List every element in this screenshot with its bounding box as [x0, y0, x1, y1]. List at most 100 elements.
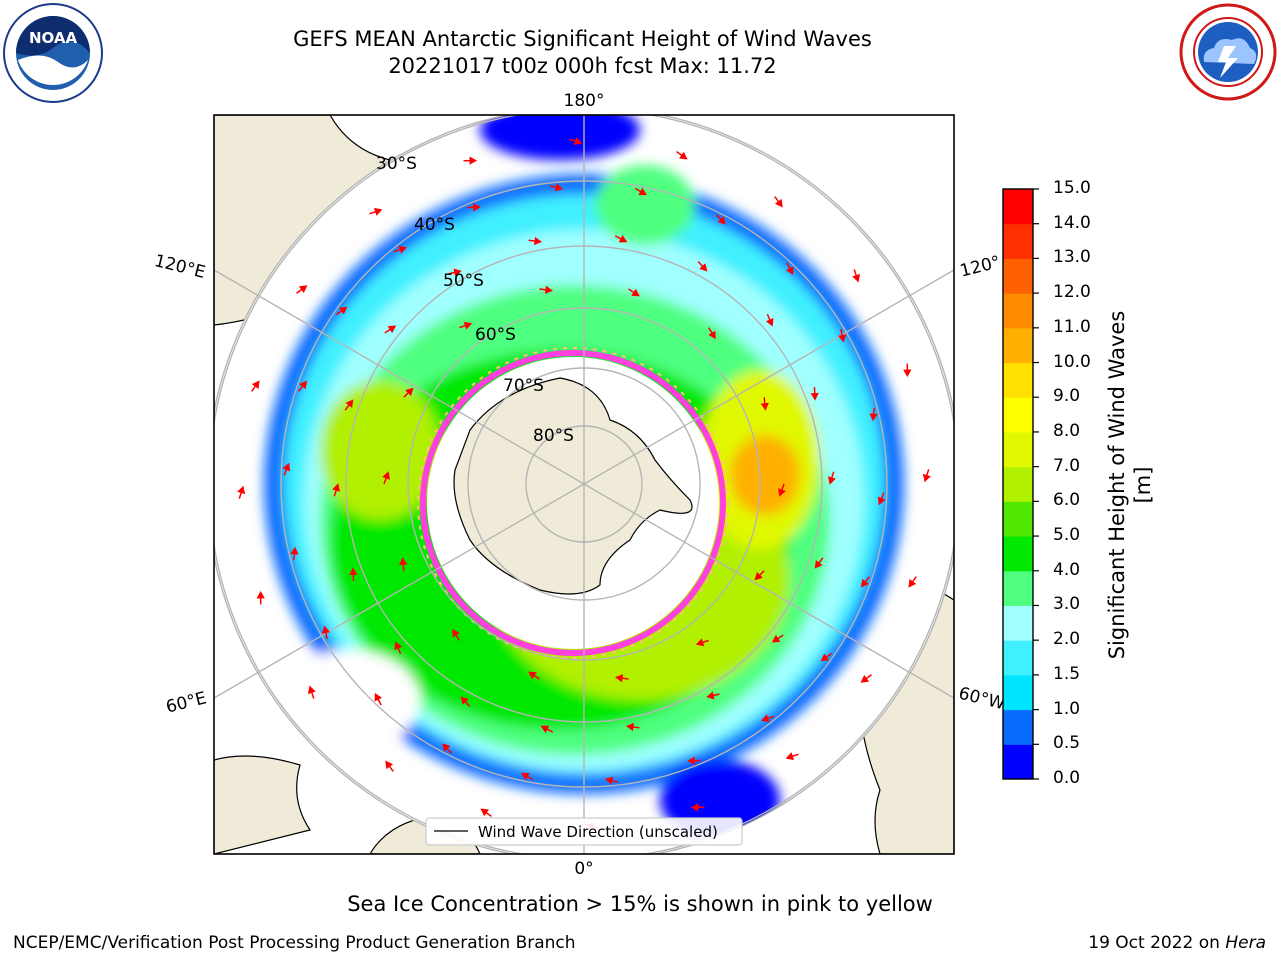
colorbar-segment — [1003, 293, 1033, 329]
wind-arrow-head — [699, 263, 708, 272]
colorbar-title: Significant Height of Wind Waves [m] — [1105, 310, 1155, 660]
lon-label-top: 180° — [564, 91, 605, 111]
wind-arrow-head — [778, 488, 786, 497]
colorbar-frame — [1002, 188, 1034, 780]
colorbar-tick-label: 15.0 — [1053, 178, 1091, 198]
colorbar-tick-label: 1.0 — [1053, 698, 1081, 719]
colorbar-tick-label: 13.0 — [1053, 247, 1091, 268]
wind-arrow-head — [373, 207, 383, 216]
wind-arrow-head — [251, 380, 260, 389]
wind-arrow-head — [528, 671, 537, 680]
map-frame — [213, 114, 955, 855]
colorbar-tick-label: 10.0 — [1053, 351, 1091, 372]
wind-arrow-head — [908, 579, 917, 588]
wind-arrow-head — [690, 803, 699, 812]
wind-arrow-head — [394, 641, 403, 650]
lon-label-right-lower: 60°W — [957, 684, 1008, 715]
wind-arrow-head — [618, 235, 628, 243]
colorbar-segment — [1003, 709, 1033, 745]
wind-arrow-head — [256, 590, 265, 599]
wind-arrow-head — [827, 476, 836, 485]
colorbar-tick-label: 0.5 — [1053, 733, 1081, 754]
graticule — [214, 115, 954, 854]
colorbar-tick-label: 0.0 — [1053, 768, 1081, 788]
wind-arrow-head — [290, 546, 299, 555]
wind-arrow-head — [573, 137, 583, 146]
lat-label-50s: 50°S — [443, 271, 484, 291]
wind-arrow-head — [706, 691, 715, 700]
colorbar-segment — [1003, 258, 1033, 294]
wind-arrow-head — [332, 483, 341, 492]
plot-subtitle: 20221017 t00z 000h fcst Max: 11.72 — [388, 54, 777, 78]
svg-text:NOAA: NOAA — [29, 29, 78, 47]
wind-arrow-head — [469, 156, 478, 165]
wind-arrow-head — [860, 578, 869, 588]
wind-arrow-head — [298, 285, 308, 294]
wind-arrow-head — [460, 696, 469, 705]
wind-arrow-head — [554, 183, 564, 192]
wind-arrow-head — [463, 321, 473, 330]
wind-arrow-head — [544, 285, 553, 294]
lon-label-left-lower: 60°E — [164, 688, 208, 717]
wind-arrow-head — [453, 268, 462, 277]
colorbar-tick-label: 5.0 — [1053, 525, 1081, 546]
wind-arrow-head — [708, 330, 716, 340]
colorbar-tick-label: 4.0 — [1053, 559, 1081, 580]
wind-arrow-head — [307, 685, 316, 695]
colorbar-segment — [1003, 640, 1033, 676]
wind-arrow-head — [869, 413, 878, 422]
colorbar-segment — [1003, 431, 1033, 468]
colorbar-segment — [1003, 189, 1033, 225]
colorbar-tick-label: 6.0 — [1053, 490, 1081, 511]
wind-arrow-head — [760, 402, 769, 411]
legend: Wind Wave Direction (unscaled) — [425, 817, 743, 846]
lat-label-80s: 80°S — [533, 426, 574, 446]
colorbar — [1003, 188, 1039, 780]
colorbar-segment — [1003, 223, 1033, 259]
wind-arrow-head — [521, 772, 530, 781]
wind-arrow-head — [695, 638, 705, 647]
colorbar-tick-label: 8.0 — [1053, 420, 1081, 441]
wind-arrow-head — [852, 273, 861, 283]
wind-arrow-head — [687, 756, 695, 765]
wind-arrow-head — [345, 399, 354, 408]
wind-arrow-head — [785, 752, 795, 761]
colorbar-segment — [1003, 397, 1033, 433]
lat-label-60s: 60°S — [475, 325, 516, 345]
footer-machine: Hera — [1225, 933, 1266, 953]
wind-arrow-head — [679, 151, 688, 160]
colorbar-segment — [1003, 466, 1033, 502]
colorbar-segment — [1003, 674, 1033, 711]
wind-arrow-head — [761, 714, 770, 723]
colorbar-tick-label: 12.0 — [1053, 282, 1091, 303]
colorbar-tick-label: 11.0 — [1053, 316, 1091, 337]
lon-label-right-upper: 120° — [958, 252, 1003, 281]
colorbar-tick-label: 3.0 — [1053, 594, 1081, 615]
footer-date: 19 Oct 2022 on Hera — [1088, 933, 1266, 953]
wind-arrow-head — [625, 722, 635, 732]
wind-arrow-head — [631, 288, 640, 297]
wind-arrow-head — [765, 318, 774, 327]
wind-arrow-head — [442, 743, 451, 752]
wind-arrow-head — [338, 306, 348, 315]
colorbar-tick-label: 9.0 — [1053, 386, 1081, 407]
wind-arrow-head — [604, 776, 614, 785]
wind-arrow-head — [473, 203, 481, 212]
wind-arrow-head — [387, 325, 397, 334]
wind-arrow-head — [374, 692, 383, 702]
antarctica — [453, 377, 693, 595]
wind-arrow-head — [299, 380, 308, 390]
plot-title: GEFS MEAN Antarctic Significant Height o… — [293, 27, 872, 51]
lon-label-bottom: 0° — [574, 859, 593, 879]
wind-arrow-head — [533, 236, 543, 246]
wind-arrow-head — [771, 634, 781, 643]
legend-label: Wind Wave Direction (unscaled) — [478, 823, 718, 841]
colorbar-tick-label: 14.0 — [1053, 212, 1091, 233]
wind-arrow-head — [754, 571, 763, 581]
colorbar-segment — [1003, 605, 1033, 641]
wind-arrow-head — [922, 473, 931, 483]
wind-arrow-head — [810, 392, 819, 401]
wind-arrow-head — [814, 560, 823, 569]
wind-arrow-head — [321, 625, 330, 634]
